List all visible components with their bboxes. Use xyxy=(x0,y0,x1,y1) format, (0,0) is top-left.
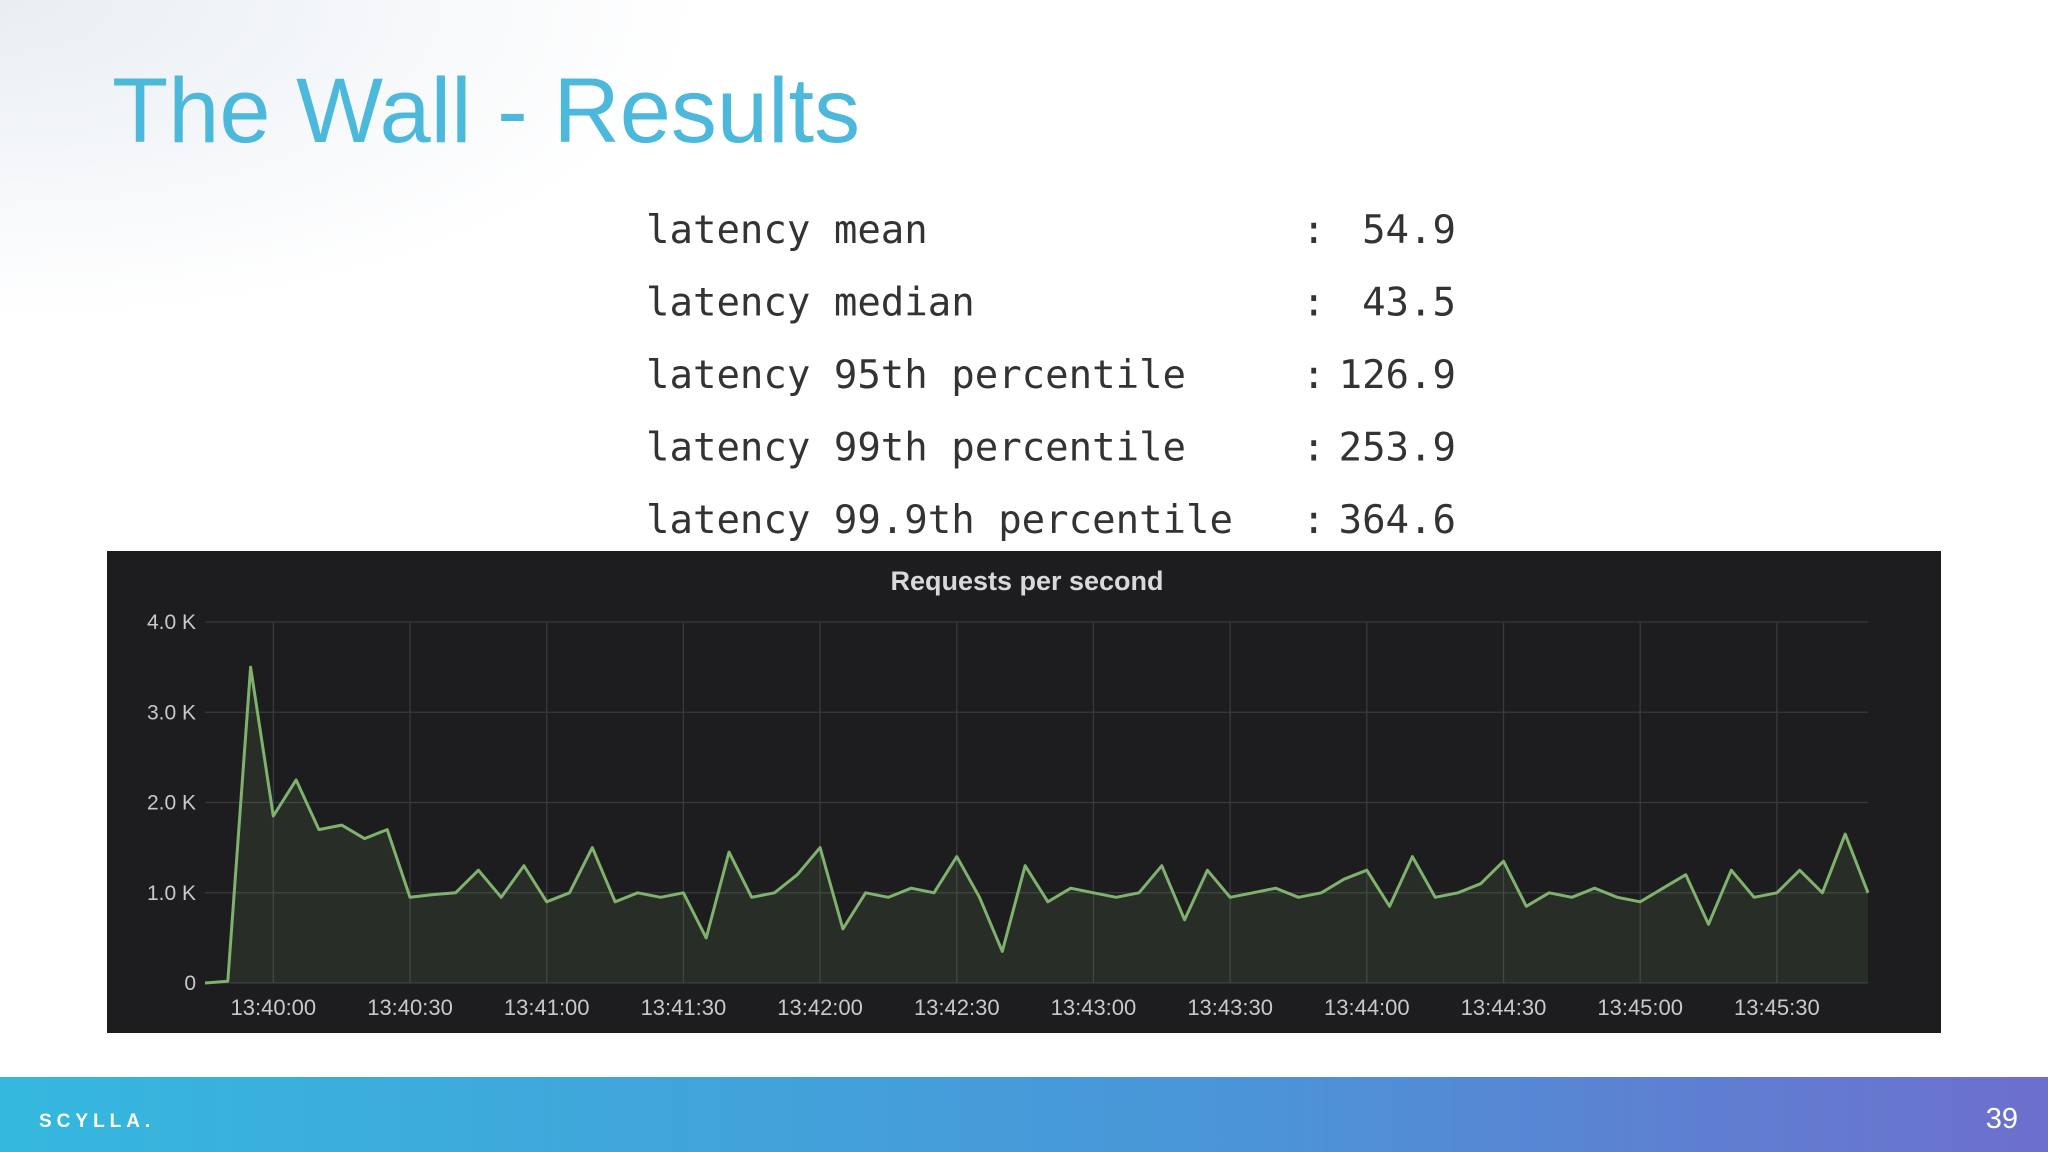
x-tick-label: 13:40:00 xyxy=(231,995,317,1020)
stat-value: 253.9 xyxy=(1339,426,1456,471)
page-number: 39 xyxy=(1986,1103,2018,1135)
x-tick-label: 13:44:00 xyxy=(1324,995,1410,1020)
stat-separator: : xyxy=(1302,498,1325,543)
stat-separator: : xyxy=(1302,353,1325,398)
stat-separator: : xyxy=(1302,426,1325,471)
chart: 0 1.0 K 2.0 K 3.0 K 4.0 K 13:40:00 13:40:30 13:… xyxy=(147,611,1870,1020)
stat-value: 43.5 xyxy=(1362,281,1456,326)
x-tick-label: 13:43:30 xyxy=(1187,995,1273,1020)
stat-label: latency 99.9th percentile xyxy=(646,498,1233,543)
chart-panel xyxy=(107,551,1941,1033)
y-tick-label: 1.0 K xyxy=(147,882,196,905)
stat-value: 364.6 xyxy=(1339,498,1456,543)
footer-bar xyxy=(0,1077,2048,1152)
x-tick-label: 13:45:30 xyxy=(1734,995,1820,1020)
stat-value: 126.9 xyxy=(1339,353,1456,398)
line xyxy=(204,665,1870,985)
slide-title: The Wall - Results xyxy=(112,60,860,162)
x-tick-label: 13:42:00 xyxy=(777,995,863,1020)
stat-separator: : xyxy=(1302,281,1325,326)
stat-separator: : xyxy=(1302,208,1325,253)
stat-label: latency median xyxy=(646,281,975,326)
stat-value: 54.9 xyxy=(1362,208,1456,253)
y-tick-label: 4.0 K xyxy=(147,611,196,634)
y-tick-label: 2.0 K xyxy=(147,792,196,815)
stat-label: latency 95th percentile xyxy=(646,353,1186,398)
x-tick-label: 13:44:30 xyxy=(1461,995,1547,1020)
x-tick-label: 13:41:00 xyxy=(504,995,590,1020)
y-tick-label: 0 xyxy=(184,972,196,995)
logo: SCYLLA. xyxy=(39,1111,155,1132)
x-tick-label: 13:45:00 xyxy=(1597,995,1683,1020)
stat-label: latency mean xyxy=(646,208,928,253)
x-tick-label: 13:41:30 xyxy=(641,995,727,1020)
x-tick-label: 13:42:30 xyxy=(914,995,1000,1020)
y-tick-label: 3.0 K xyxy=(147,701,196,724)
background-pattern xyxy=(0,0,700,320)
stat-label: latency 99th percentile xyxy=(646,426,1186,471)
x-tick-label: 13:43:00 xyxy=(1051,995,1137,1020)
x-tick-label: 13:40:30 xyxy=(367,995,453,1020)
area xyxy=(205,667,1868,983)
chart-title: Requests per second xyxy=(890,566,1163,596)
